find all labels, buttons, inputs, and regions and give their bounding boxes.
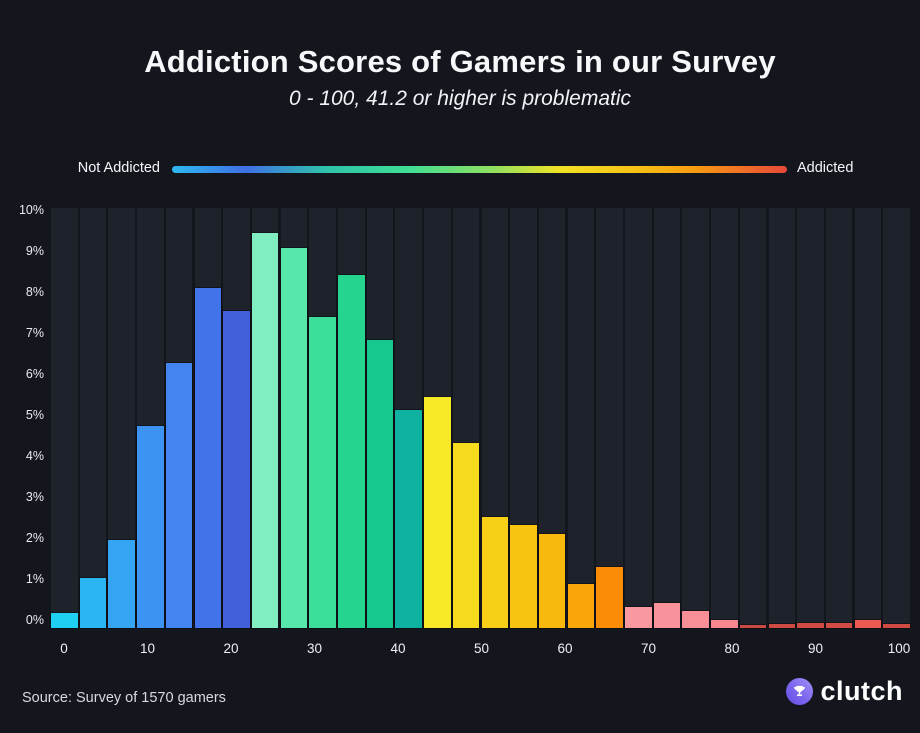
trophy-icon-glyph: [794, 685, 806, 696]
histogram-bar: [824, 621, 854, 630]
y-tick-label: 10%: [18, 203, 44, 217]
x-tick-label: 20: [223, 641, 239, 656]
x-tick-label: 10: [139, 641, 156, 656]
histogram-column: [738, 208, 768, 630]
x-tick-label: 30: [306, 641, 323, 656]
y-tick-label: 6%: [25, 367, 44, 381]
trophy-icon: [786, 678, 814, 705]
histogram-bar: [767, 622, 796, 630]
histogram-column: [308, 208, 337, 629]
histogram-column: [78, 208, 108, 630]
histogram-bar: [566, 582, 596, 630]
histogram-bar: [78, 576, 108, 630]
y-tick-label: 5%: [25, 408, 44, 422]
histogram-column: [222, 208, 251, 630]
y-tick-label: 8%: [25, 285, 44, 299]
histogram-bar: [308, 316, 337, 629]
histogram-bar: [423, 396, 452, 629]
histogram-column: [394, 208, 423, 630]
histogram-column: [624, 208, 653, 629]
histogram-column: [652, 208, 682, 630]
x-tick-label: 0: [60, 641, 68, 656]
histogram-column: [451, 208, 481, 629]
histogram-bar: [853, 618, 883, 630]
y-tick-label: 4%: [25, 449, 44, 463]
histogram-bar: [882, 622, 911, 630]
histogram-bar: [796, 621, 825, 630]
histogram-column: [595, 208, 624, 629]
y-tick-label: 2%: [25, 531, 44, 545]
histogram-column: [136, 208, 165, 629]
legend-label-not-addicted: Not Addicted: [77, 160, 160, 176]
histogram-bar: [509, 524, 538, 629]
histogram-bar: [624, 606, 653, 629]
histogram-bar: [164, 362, 194, 629]
histogram-bar: [193, 286, 222, 630]
histogram-bar: [480, 515, 509, 630]
histogram-column: [537, 208, 567, 629]
histogram-bar: [652, 601, 682, 630]
histogram-column: [509, 208, 538, 629]
histogram-bar: [738, 623, 768, 630]
page-title: Addiction Scores of Gamers in our Survey: [144, 44, 776, 79]
histogram-column: [767, 208, 796, 630]
histogram-column: [796, 208, 825, 630]
histogram-column: [164, 208, 194, 629]
histogram-column: [423, 208, 452, 629]
histogram-bar: [250, 232, 280, 629]
brand-logo: clutch: [786, 678, 903, 705]
histogram-bar: [50, 612, 79, 629]
histogram-column: [50, 208, 79, 629]
histogram-bar: [337, 274, 366, 629]
x-tick-label: 70: [640, 641, 657, 656]
histogram-bar: [222, 309, 251, 630]
histogram-bar: [279, 246, 309, 630]
histogram-column: [279, 208, 309, 630]
legend-label-addicted: Addicted: [797, 160, 854, 176]
histogram-column: [824, 208, 854, 630]
histogram-bar: [710, 618, 739, 630]
y-tick-label: 9%: [25, 244, 44, 258]
histogram-bar: [107, 538, 136, 630]
histogram-plot-area: [50, 208, 911, 630]
histogram-column: [250, 208, 280, 629]
legend-gradient-bar: [172, 166, 787, 173]
histogram-bar: [365, 339, 395, 629]
x-tick-label: 50: [473, 641, 490, 656]
histogram-column: [882, 208, 911, 630]
histogram-column: [193, 208, 222, 630]
histogram-bar: [136, 425, 165, 629]
histogram-bar: [394, 408, 423, 630]
x-tick-label: 60: [557, 641, 573, 656]
histogram-bar: [595, 566, 624, 629]
histogram-column: [681, 208, 710, 629]
histogram-column: [566, 208, 596, 630]
histogram-bar: [681, 610, 710, 629]
x-tick-label: 100: [887, 641, 911, 656]
histogram-bar: [451, 442, 481, 629]
histogram-column: [365, 208, 395, 629]
histogram-column: [480, 208, 509, 630]
y-tick-label: 7%: [25, 326, 44, 340]
x-tick-label: 90: [807, 641, 824, 656]
brand-name: clutch: [820, 676, 903, 706]
histogram-bar: [537, 532, 567, 629]
histogram-column: [107, 208, 136, 630]
source-note: Source: Survey of 1570 gamers: [22, 690, 226, 706]
histogram-column: [710, 208, 739, 630]
y-tick-label: 1%: [25, 572, 44, 586]
y-tick-label: 0%: [25, 613, 44, 627]
histogram-column: [853, 208, 883, 630]
page-subtitle: 0 - 100, 41.2 or higher is problematic: [288, 87, 632, 110]
histogram-column: [337, 208, 366, 629]
x-tick-label: 40: [390, 641, 406, 656]
x-tick-label: 80: [724, 641, 740, 656]
y-tick-label: 3%: [25, 490, 44, 504]
